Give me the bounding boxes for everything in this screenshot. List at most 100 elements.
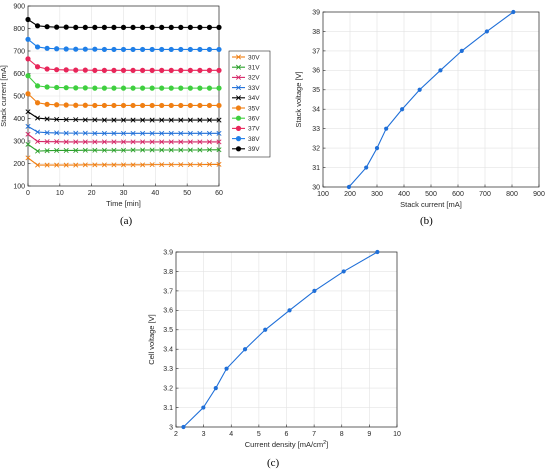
a-point-37V-13 [149, 67, 155, 73]
a-point-34V-18 [197, 117, 203, 123]
a-point-30V-5 [73, 162, 79, 168]
b-xtick-label-3: 400 [398, 191, 410, 198]
a-point-31V-17 [187, 147, 193, 153]
a-point-30V-8 [101, 162, 107, 168]
b-xtick-label-6: 700 [479, 191, 491, 198]
c-xlabel: Current density [mA/cm2] [245, 440, 329, 449]
a-point-37V-18 [197, 67, 203, 73]
a-point-31V-13 [149, 147, 155, 153]
a-point-38V-12 [140, 46, 146, 53]
a-point-37V-5 [73, 67, 79, 73]
c-xtick-label-8: 10 [393, 431, 401, 438]
chart-c-cell-voltage-vs-density: 2 3 4 5 6 7 8 9 1033.13.23.33.43.53.63.73.83.9Cu… [147, 249, 401, 449]
a-legend-marker-30V [235, 54, 242, 60]
a-ytick-label-1: 200 [13, 161, 25, 168]
a-point-30V-17 [187, 162, 193, 168]
a-legend-label-33V: 33V [248, 85, 260, 92]
a-point-32V-2 [44, 139, 50, 145]
a-point-36V-14 [159, 85, 165, 91]
a-point-31V-14 [159, 147, 165, 153]
a-point-38V-15 [168, 46, 174, 53]
a-point-39V-3 [54, 24, 60, 30]
a-point-37V-0 [25, 56, 31, 62]
a-ytick-label-2: 300 [13, 138, 25, 145]
a-point-37V-8 [101, 67, 107, 73]
c-xtick-label-7: 9 [367, 431, 371, 438]
a-point-30V-1 [35, 162, 41, 168]
chart-b-voltage-vs-current: 100 200 300 400 500 600 700 800 900 30 31 32 33 34 35 3… [294, 9, 545, 209]
a-xtick-label-1: 10 [56, 190, 64, 197]
a-point-36V-3 [54, 84, 60, 91]
a-point-39V-20 [216, 24, 222, 30]
a-point-33V-3 [54, 130, 60, 136]
a-point-36V-15 [168, 85, 174, 91]
a-point-35V-2 [44, 101, 50, 107]
a-point-31V-2 [44, 148, 50, 154]
a-point-32V-7 [92, 139, 98, 145]
a-point-36V-16 [178, 85, 184, 91]
a-point-38V-11 [130, 46, 136, 53]
b-point-9 [511, 9, 516, 15]
a-point-39V-10 [120, 24, 127, 30]
a-point-38V-3 [54, 46, 60, 52]
a-legend-label-32V: 32V [248, 75, 260, 82]
a-point-31V-16 [178, 147, 184, 153]
a-ytick-label-3: 400 [13, 116, 25, 123]
a-point-34V-2 [44, 116, 50, 122]
c-point-5 [263, 327, 268, 332]
a-ytick-label-6: 700 [13, 48, 25, 55]
a-point-32V-13 [149, 139, 155, 145]
a-point-39V-1 [34, 23, 41, 29]
c-series-line [183, 251, 378, 428]
a-point-32V-9 [111, 139, 117, 145]
b-point-5 [417, 87, 422, 92]
a-point-38V-0 [25, 36, 31, 42]
c-xtick-label-2: 4 [229, 431, 233, 438]
a-point-36V-17 [187, 85, 193, 91]
a-point-35V-3 [54, 102, 60, 108]
a-point-33V-8 [101, 130, 107, 136]
a-point-30V-19 [206, 161, 212, 167]
a-point-35V-15 [168, 102, 174, 109]
a-point-39V-16 [178, 24, 184, 30]
a-legend [228, 50, 271, 158]
b-point-3 [384, 126, 389, 131]
b-point-1 [364, 165, 369, 170]
chart-a-stack-current-vs-time: 0 10 20 30 40 50 60 100 200 300 400 500 600 700 800 900… [0, 3, 271, 208]
a-point-33V-18 [197, 130, 203, 136]
a-point-39V-5 [73, 24, 79, 30]
a-point-39V-4 [63, 24, 69, 30]
a-legend-label-31V: 31V [248, 65, 260, 72]
a-point-35V-13 [149, 102, 155, 109]
a-point-30V-6 [82, 162, 88, 168]
a-point-33V-1 [35, 129, 41, 135]
b-ytick-label-1: 31 [312, 165, 320, 172]
a-point-32V-0 [25, 131, 31, 137]
a-point-32V-1 [35, 138, 41, 144]
a-point-33V-5 [73, 130, 79, 136]
a-point-30V-20 [216, 161, 222, 167]
a-point-38V-19 [206, 46, 213, 53]
a-legend-marker-39V [235, 146, 242, 152]
a-point-37V-14 [159, 67, 165, 73]
a-point-36V-11 [130, 85, 136, 91]
a-point-36V-0 [25, 73, 31, 79]
b-point-2 [374, 146, 380, 151]
a-point-32V-20 [216, 139, 222, 145]
a-point-33V-2 [44, 130, 50, 136]
a-point-37V-3 [54, 67, 60, 73]
b-xtick-label-8: 900 [533, 191, 545, 198]
a-point-34V-4 [63, 117, 69, 123]
a-point-37V-7 [92, 67, 98, 73]
a-point-31V-1 [35, 148, 41, 154]
a-point-36V-20 [216, 85, 222, 91]
b-ytick-label-7: 37 [312, 48, 320, 55]
a-ytick-label-7: 800 [13, 26, 25, 33]
a-point-30V-3 [54, 162, 60, 168]
a-point-31V-0 [25, 141, 31, 147]
b-ytick-label-2: 32 [312, 146, 320, 153]
c-point-6 [287, 308, 292, 313]
a-point-38V-9 [111, 46, 117, 53]
a-point-33V-12 [140, 130, 146, 136]
a-point-38V-13 [149, 46, 155, 53]
